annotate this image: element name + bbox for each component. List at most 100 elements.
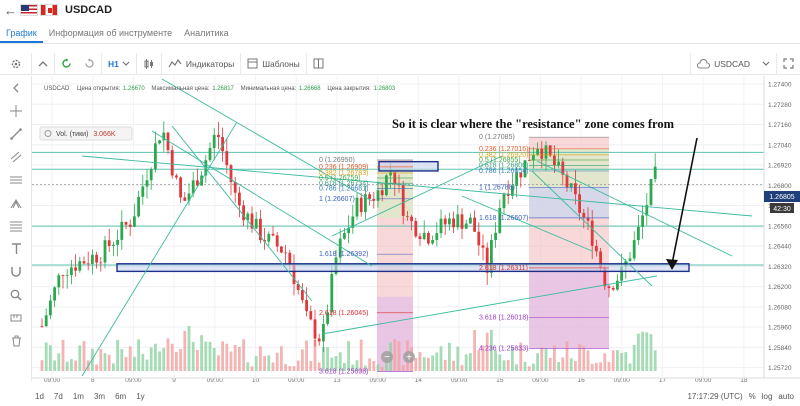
candle-body bbox=[246, 213, 250, 221]
candle-body bbox=[498, 208, 502, 233]
percent-toggle[interactable]: % bbox=[748, 391, 756, 401]
annotation-arrow-line bbox=[671, 137, 698, 265]
fullscreen-button[interactable] bbox=[776, 52, 800, 75]
volume-bar bbox=[485, 332, 489, 371]
candle-body bbox=[86, 263, 90, 265]
timeframe-value: H1 bbox=[108, 58, 119, 69]
volume-bar bbox=[645, 332, 649, 371]
candle-body bbox=[469, 217, 472, 224]
reset-button[interactable] bbox=[55, 53, 78, 75]
candle-body bbox=[179, 177, 182, 198]
tool-delete-button[interactable] bbox=[0, 329, 32, 352]
volume-bar bbox=[414, 357, 418, 371]
text-icon bbox=[11, 242, 21, 254]
volume-bar bbox=[208, 341, 212, 371]
instrument-select[interactable]: USDCAD bbox=[690, 52, 776, 75]
volume-bar bbox=[586, 350, 590, 371]
chevron-down-icon bbox=[122, 61, 130, 66]
candle-body bbox=[322, 323, 325, 342]
collapse-button[interactable] bbox=[32, 52, 55, 75]
candle-body bbox=[452, 218, 455, 228]
volume-bar bbox=[460, 365, 464, 371]
tool-horizontal-lines-button[interactable] bbox=[0, 168, 32, 191]
tool-channel-button[interactable] bbox=[0, 145, 32, 168]
tool-text-button[interactable] bbox=[0, 237, 32, 260]
volume-bar bbox=[74, 360, 77, 371]
volume-bar bbox=[334, 356, 338, 371]
indicators-icon bbox=[168, 58, 182, 67]
chart-type-button[interactable] bbox=[137, 52, 162, 75]
back-arrow-icon[interactable]: ← bbox=[4, 2, 17, 18]
candle-body bbox=[217, 134, 220, 138]
candle-body bbox=[284, 252, 287, 254]
current-price-label: 1.26805 bbox=[769, 194, 794, 201]
tool-measure-button[interactable] bbox=[0, 306, 32, 329]
settings-gear-button[interactable] bbox=[0, 52, 32, 75]
trend-line bbox=[536, 160, 733, 257]
price-tick-label: 1.27160 bbox=[768, 122, 792, 129]
zoom-out-button[interactable] bbox=[381, 351, 393, 363]
tool-magnet-button[interactable] bbox=[0, 260, 32, 283]
instrument-title: USDCAD bbox=[65, 4, 113, 16]
volume-bar bbox=[313, 339, 317, 371]
tool-fibonacci-button[interactable] bbox=[0, 214, 32, 237]
indicators-button[interactable]: Индикаторы bbox=[162, 52, 242, 75]
layout-button[interactable] bbox=[307, 53, 330, 75]
redo-button[interactable] bbox=[78, 52, 102, 75]
tab-chart[interactable]: График bbox=[0, 24, 43, 43]
candle-body bbox=[456, 214, 460, 228]
tool-back-button[interactable] bbox=[0, 76, 32, 99]
templates-button[interactable]: Шаблоны bbox=[241, 52, 307, 75]
period-7d[interactable]: 7d bbox=[53, 391, 63, 401]
tool-crosshair-button[interactable] bbox=[0, 99, 32, 122]
auto-toggle[interactable]: auto bbox=[778, 391, 794, 401]
volume-bar bbox=[599, 362, 602, 371]
timeframe-select[interactable]: H1 bbox=[102, 52, 137, 75]
log-toggle[interactable]: log bbox=[761, 391, 773, 401]
candle-body bbox=[288, 252, 292, 265]
time-tick-label: 09:00 bbox=[369, 377, 386, 384]
fib-level-label: 0.382 (1.26783) bbox=[319, 170, 368, 177]
candle-body bbox=[574, 183, 577, 195]
tab-instrument-info[interactable]: Информация об инструменте bbox=[48, 28, 173, 38]
period-1y[interactable]: 1y bbox=[136, 391, 145, 401]
tool-pitchfork-button[interactable] bbox=[0, 191, 32, 214]
ohlc-low-label: Минимальная цена: bbox=[241, 86, 297, 92]
trend-line bbox=[531, 170, 653, 287]
period-1m[interactable]: 1m bbox=[72, 391, 84, 401]
templates-label: Шаблоны bbox=[262, 58, 300, 69]
volume-bar bbox=[351, 364, 355, 371]
zoom-in-button[interactable] bbox=[403, 351, 415, 363]
close-icon[interactable] bbox=[44, 130, 52, 137]
candlestick-icon bbox=[144, 58, 153, 69]
tab-analytics[interactable]: Аналитика bbox=[184, 28, 229, 38]
volume-bar bbox=[590, 363, 594, 371]
volume-bar bbox=[368, 358, 371, 371]
candle-body bbox=[637, 226, 640, 241]
candle-body bbox=[238, 192, 241, 206]
volume-bar bbox=[532, 363, 535, 371]
time-tick-label: 10 bbox=[252, 377, 260, 384]
volume-bar bbox=[607, 362, 611, 371]
volume-bar bbox=[170, 343, 174, 371]
period-3m[interactable]: 3m bbox=[93, 391, 106, 401]
ohlc-high-value: 1.26817 bbox=[212, 86, 234, 92]
volume-bar bbox=[343, 363, 346, 371]
candle-body bbox=[540, 148, 544, 159]
fib-level-label: 0.786 (1.26654) bbox=[479, 168, 528, 175]
volume-bar bbox=[481, 345, 485, 371]
volume-bar bbox=[330, 357, 334, 371]
period-1d[interactable]: 1d bbox=[35, 391, 44, 401]
volume-bar bbox=[57, 353, 61, 371]
fib-level-label: 1 (1.26788) bbox=[479, 184, 515, 191]
period-6m[interactable]: 6m bbox=[115, 391, 127, 401]
price-chart[interactable]: 0 (1.26950)0.236 (1.26909)0.382 (1.26783… bbox=[32, 76, 800, 386]
tool-trendline-button[interactable] bbox=[0, 122, 32, 145]
candle-body bbox=[649, 178, 653, 205]
tool-zoom-button[interactable] bbox=[0, 283, 32, 306]
time-tick-label: 18 bbox=[740, 377, 748, 384]
candle-body bbox=[61, 275, 65, 277]
fib-level-label: 0.236 (1.27016) bbox=[479, 146, 528, 153]
volume-legend[interactable]: Vol. (тики) 3.066K bbox=[39, 126, 133, 141]
candle-body bbox=[162, 132, 166, 141]
